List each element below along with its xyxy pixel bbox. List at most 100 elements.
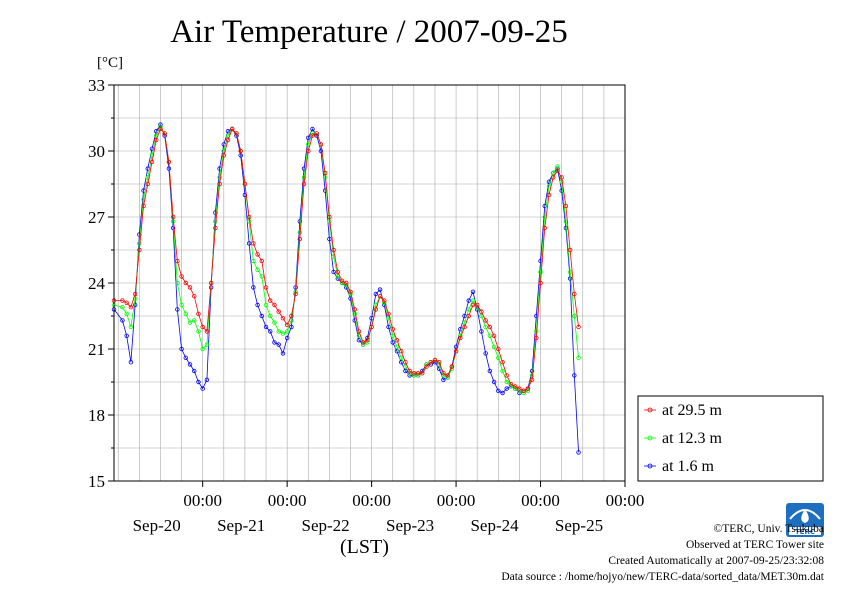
data-point bbox=[373, 307, 379, 312]
data-point bbox=[398, 355, 404, 360]
y-axis-unit-label: [°C] bbox=[97, 55, 123, 71]
data-point bbox=[276, 309, 281, 314]
data-point bbox=[352, 311, 357, 316]
data-point bbox=[525, 386, 531, 391]
data-point bbox=[322, 170, 328, 176]
data-point bbox=[310, 126, 315, 132]
data-point bbox=[120, 298, 125, 303]
data-point bbox=[217, 175, 222, 180]
data-point bbox=[551, 175, 556, 180]
legend-box bbox=[637, 395, 824, 482]
data-point bbox=[124, 300, 129, 305]
data-point bbox=[496, 346, 501, 352]
data-point bbox=[301, 181, 307, 187]
data-point bbox=[491, 333, 497, 338]
terc-logo-icon: TERC bbox=[786, 503, 824, 537]
data-point bbox=[428, 360, 433, 365]
data-point bbox=[491, 344, 497, 349]
data-point bbox=[567, 247, 573, 253]
data-point bbox=[183, 311, 188, 316]
x-tick-date-label: Sep-22 bbox=[302, 516, 350, 535]
credits-block: ©TERC, Univ. Tsukuba Observed at TERC To… bbox=[501, 521, 824, 585]
data-point bbox=[284, 322, 290, 327]
data-point bbox=[538, 269, 543, 275]
y-tick-label: 27 bbox=[88, 208, 106, 227]
series-layer bbox=[111, 122, 581, 455]
data-point bbox=[132, 291, 138, 297]
data-point bbox=[187, 362, 193, 367]
data-point bbox=[310, 133, 315, 138]
data-point bbox=[466, 307, 471, 312]
data-point bbox=[483, 351, 488, 356]
data-point bbox=[487, 324, 493, 330]
data-point bbox=[120, 318, 125, 323]
data-point bbox=[120, 305, 125, 310]
data-point bbox=[555, 164, 560, 169]
logo-text: TERC bbox=[795, 528, 815, 536]
data-point bbox=[331, 247, 336, 253]
series-at-29-5-m bbox=[111, 126, 581, 393]
legend-swatch-marker bbox=[647, 407, 653, 413]
data-point bbox=[166, 159, 172, 165]
legend: at 29.5 m at 12.3 m at 1.6 m bbox=[637, 395, 824, 482]
data-point bbox=[263, 324, 269, 330]
data-point bbox=[508, 382, 514, 387]
data-point bbox=[306, 135, 311, 140]
legend-swatch-marker bbox=[647, 463, 653, 469]
data-point bbox=[280, 351, 286, 356]
data-point bbox=[217, 181, 222, 187]
data-point bbox=[449, 364, 455, 369]
data-point bbox=[213, 219, 218, 224]
data-point bbox=[382, 298, 387, 303]
data-point bbox=[225, 137, 231, 143]
data-point bbox=[369, 324, 374, 330]
data-point bbox=[466, 298, 471, 303]
data-point bbox=[491, 379, 497, 385]
data-point bbox=[318, 148, 324, 154]
legend-label: at 29.5 m bbox=[662, 402, 723, 419]
y-tick-label: 30 bbox=[88, 142, 105, 161]
data-point bbox=[576, 355, 581, 360]
data-point bbox=[420, 371, 425, 376]
grid-layer bbox=[114, 84, 626, 482]
data-point bbox=[124, 311, 129, 316]
data-point bbox=[128, 305, 134, 310]
data-point bbox=[179, 302, 184, 308]
data-point bbox=[344, 280, 349, 286]
data-point bbox=[390, 333, 395, 338]
data-point bbox=[162, 131, 167, 136]
x-tick-time-label: 00:00 bbox=[606, 491, 645, 510]
data-point bbox=[496, 355, 501, 360]
data-point bbox=[145, 175, 150, 180]
data-point bbox=[572, 291, 577, 297]
x-tick-date-label: Sep-20 bbox=[133, 516, 181, 535]
data-point bbox=[538, 280, 543, 286]
data-point bbox=[289, 313, 294, 319]
data-point bbox=[268, 329, 273, 334]
y-tick-label: 21 bbox=[88, 340, 105, 359]
source-text: Data source : /home/hojyo/new/TERC-data/… bbox=[501, 571, 824, 583]
x-tick-time-label: 00:00 bbox=[437, 491, 476, 510]
x-tick-date-label: Sep-21 bbox=[217, 516, 265, 535]
data-point bbox=[284, 329, 290, 334]
data-point bbox=[377, 294, 383, 299]
data-point bbox=[470, 289, 476, 294]
data-point bbox=[255, 302, 260, 308]
data-point bbox=[390, 340, 395, 345]
data-point bbox=[441, 377, 446, 382]
data-point bbox=[487, 333, 493, 338]
data-point bbox=[318, 142, 324, 147]
data-point bbox=[373, 291, 379, 297]
data-point bbox=[272, 302, 277, 308]
data-point bbox=[263, 302, 269, 308]
data-point bbox=[251, 241, 256, 246]
data-point bbox=[280, 331, 286, 336]
data-point bbox=[204, 377, 210, 382]
data-point bbox=[567, 276, 573, 281]
data-point bbox=[187, 320, 193, 325]
data-point bbox=[297, 236, 303, 242]
data-point bbox=[445, 373, 450, 378]
data-point bbox=[192, 368, 197, 374]
data-point bbox=[175, 280, 180, 286]
